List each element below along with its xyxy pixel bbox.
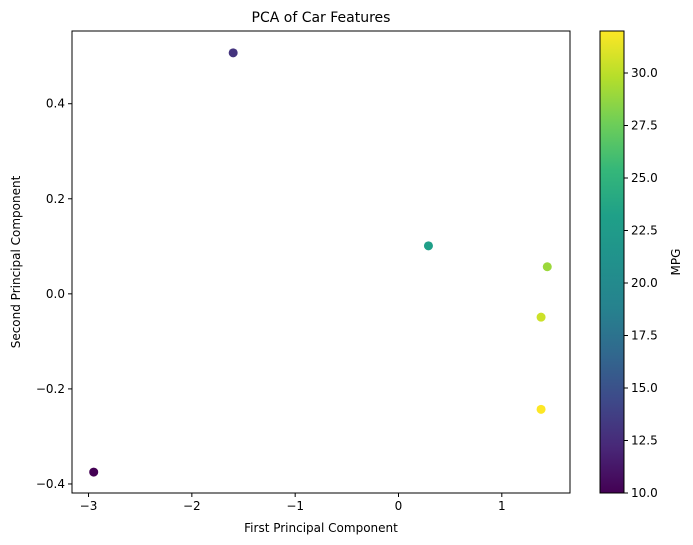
y-tick-label: 0.2 — [46, 192, 65, 206]
colorbar-label: MPG — [669, 249, 683, 276]
plot-frame — [71, 30, 571, 494]
scatter-points — [89, 48, 552, 477]
colorbar-tick-label: 20.0 — [631, 276, 658, 290]
y-tick-label: −0.4 — [36, 477, 65, 491]
colorbar: 10.0 12.5 15.0 17.5 20.0 22.5 25.0 27.5 30.0 MPG — [599, 30, 683, 500]
x-tick-label: −2 — [183, 499, 201, 513]
y-tick-label: 0.4 — [46, 97, 65, 111]
x-tick-label: 1 — [498, 499, 506, 513]
plot-area: −3 −2 −1 0 1 −0.4 −0.2 0.0 0.2 0.4 — [36, 30, 571, 513]
x-tick-label: 0 — [395, 499, 403, 513]
scatter-point — [423, 241, 433, 251]
x-axis-label: First Principal Component — [244, 521, 398, 535]
y-axis-label: Second Principal Component — [9, 175, 23, 348]
y-axis: −0.4 −0.2 0.0 0.2 0.4 — [36, 97, 72, 491]
y-tick-label: −0.2 — [36, 382, 65, 396]
colorbar-tick-label: 17.5 — [631, 329, 658, 343]
colorbar-gradient — [599, 30, 625, 494]
colorbar-tick-label: 30.0 — [631, 66, 658, 80]
colorbar-tick-label: 22.5 — [631, 224, 658, 238]
colorbar-tick-label: 15.0 — [631, 381, 658, 395]
y-tick-label: 0.0 — [46, 287, 65, 301]
colorbar-tick-label: 10.0 — [631, 486, 658, 500]
x-tick-label: −3 — [80, 499, 98, 513]
scatter-point — [536, 312, 546, 322]
scatter-point — [89, 467, 99, 477]
x-axis: −3 −2 −1 0 1 — [80, 493, 506, 513]
chart-title: PCA of Car Features — [252, 10, 391, 26]
colorbar-tick-label: 25.0 — [631, 171, 658, 185]
colorbar-axis: 10.0 12.5 15.0 17.5 20.0 22.5 25.0 27.5 30.0 — [624, 66, 658, 500]
x-tick-label: −1 — [286, 499, 304, 513]
scatter-point — [536, 404, 546, 414]
colorbar-tick-label: 27.5 — [631, 119, 658, 133]
colorbar-tick-label: 12.5 — [631, 434, 658, 448]
scatter-point — [542, 262, 552, 272]
scatter-point — [228, 48, 238, 58]
